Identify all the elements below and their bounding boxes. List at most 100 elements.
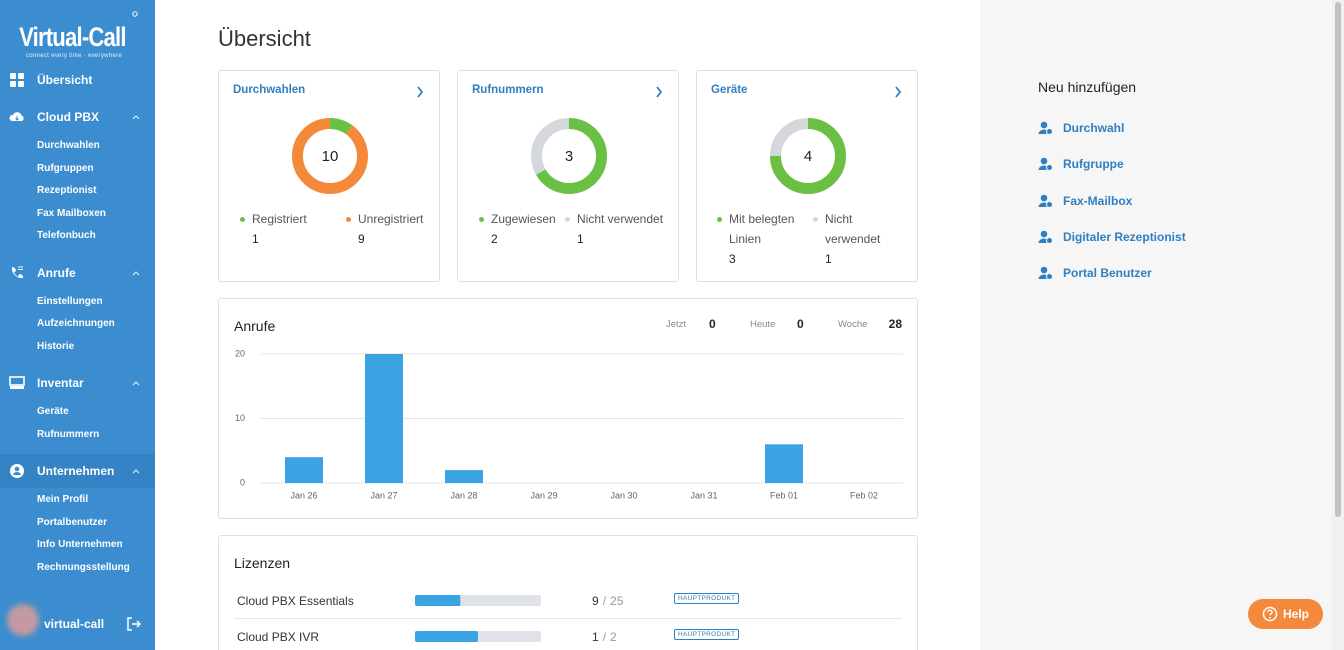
icon-part bbox=[15, 116, 19, 121]
usage-separator: / bbox=[602, 630, 607, 644]
icon-part bbox=[1040, 157, 1048, 165]
nav-section-label: Unternehmen bbox=[37, 464, 115, 478]
icon-part bbox=[18, 73, 24, 79]
icon-part bbox=[1040, 230, 1048, 238]
nav-item[interactable]: Rufnummern bbox=[37, 428, 100, 440]
card-title[interactable]: Geräte bbox=[711, 84, 748, 96]
legend-label: Zugewiesen bbox=[491, 212, 556, 226]
nav-item[interactable]: Durchwahlen bbox=[37, 140, 100, 151]
avatar bbox=[7, 604, 39, 636]
nav-item[interactable]: Rezeptionist bbox=[37, 185, 97, 196]
x-tick-label: Feb 01 bbox=[770, 490, 798, 500]
donut-segment bbox=[531, 118, 607, 194]
nav-section[interactable]: Unternehmen bbox=[0, 454, 155, 488]
stat-label: Woche bbox=[838, 319, 868, 330]
collapse-icon bbox=[132, 469, 140, 474]
bar bbox=[285, 457, 323, 483]
quick-add-icon bbox=[1038, 121, 1053, 135]
card-title[interactable]: Rufnummern bbox=[472, 84, 544, 96]
quick-add-item[interactable]: Durchwahl bbox=[1063, 121, 1125, 135]
quick-add-item[interactable]: Fax-Mailbox bbox=[1063, 193, 1133, 208]
icon-part bbox=[13, 472, 21, 475]
icon-part bbox=[132, 469, 140, 474]
legend-item: Zugewiesen 2 bbox=[479, 209, 571, 249]
bar bbox=[445, 470, 483, 483]
nav-item[interactable]: Info Unternehmen bbox=[37, 539, 123, 550]
nav-item[interactable]: Portalbenutzer bbox=[37, 516, 108, 528]
nav-icon bbox=[9, 112, 24, 121]
donut-segment bbox=[292, 118, 368, 194]
license-usage: 9/25 bbox=[592, 594, 623, 608]
quick-add-item[interactable]: Portal Benutzer bbox=[1063, 266, 1152, 281]
legend-label: Nicht verwendet bbox=[577, 212, 664, 226]
icon-part bbox=[11, 266, 23, 278]
nav-section[interactable]: Cloud PBX bbox=[0, 100, 155, 134]
legend-value: 1 bbox=[577, 232, 584, 246]
summary-card: Durchwahlen 10 Registriert 1 Unregistriert 9 bbox=[218, 70, 440, 282]
x-tick-label: Jan 28 bbox=[450, 490, 477, 500]
icon-part bbox=[1046, 164, 1053, 172]
nav-item[interactable]: Aufzeichnungen bbox=[37, 318, 115, 329]
nav-section[interactable]: Übersicht bbox=[0, 63, 155, 97]
nav-section[interactable]: Inventar bbox=[0, 366, 155, 400]
legend-item: Nicht verwendet 1 bbox=[565, 209, 672, 249]
quick-add-item[interactable]: Digitaler Rezeptionist bbox=[1063, 229, 1186, 244]
donut-chart: 3 bbox=[531, 118, 607, 194]
donut-segment bbox=[770, 118, 846, 194]
legend-dot bbox=[813, 217, 818, 222]
x-tick-label: Feb 02 bbox=[850, 490, 878, 500]
icon-part bbox=[14, 466, 20, 472]
y-tick-label: 10 bbox=[235, 413, 245, 423]
icon-part bbox=[417, 86, 424, 98]
icon-part bbox=[10, 386, 24, 389]
card-link-icon[interactable] bbox=[655, 86, 663, 98]
icon-part bbox=[9, 376, 25, 386]
nav-item[interactable]: Telefonbuch bbox=[37, 230, 96, 241]
quick-add-icon bbox=[1038, 157, 1053, 172]
icon-part bbox=[1046, 128, 1053, 135]
icon-part bbox=[10, 81, 16, 87]
nav-icon bbox=[11, 266, 23, 278]
legend-dot bbox=[717, 217, 722, 222]
icon-part bbox=[132, 270, 140, 275]
user-name: virtual-call bbox=[44, 617, 105, 631]
donut-chart: 4 bbox=[770, 118, 846, 194]
license-usage: 1/2 bbox=[592, 630, 617, 644]
logo: Virtual-Call bbox=[19, 22, 126, 52]
scrollbar bbox=[1332, 0, 1344, 650]
nav-item[interactable]: Geräte bbox=[37, 406, 69, 417]
icon-part bbox=[1040, 121, 1048, 129]
legend-label: Registriert bbox=[252, 212, 307, 226]
nav-item[interactable]: Fax Mailboxen bbox=[37, 207, 106, 219]
nav-item[interactable]: Mein Profil bbox=[37, 494, 89, 505]
logout-icon[interactable] bbox=[126, 616, 142, 632]
nav-highlight bbox=[0, 454, 155, 488]
stat-value: 28 bbox=[888, 317, 902, 331]
progress-bar bbox=[415, 595, 541, 606]
donut-total: 3 bbox=[565, 148, 573, 165]
stat-label: Jetzt bbox=[666, 319, 687, 330]
quick-add-icon bbox=[1038, 194, 1053, 208]
summary-card: Geräte 4 Mit belegten Linien 3 Nicht verwend… bbox=[696, 70, 918, 282]
nav-item[interactable]: Einstellungen bbox=[37, 295, 103, 307]
nav-item[interactable]: Rechnungsstellung bbox=[37, 561, 130, 573]
card-title[interactable]: Durchwahlen bbox=[233, 84, 306, 96]
nav-item[interactable]: Rufgruppen bbox=[37, 162, 94, 174]
quick-add-item[interactable]: Rufgruppe bbox=[1063, 157, 1124, 172]
nav-section-label: Inventar bbox=[37, 376, 84, 390]
nav-section[interactable]: Anrufe bbox=[0, 256, 155, 290]
progress-fill bbox=[415, 631, 478, 642]
license-badge: HAUPTPRODUKT bbox=[674, 629, 740, 640]
donut-total: 10 bbox=[322, 148, 339, 165]
help-button[interactable]: Help bbox=[1248, 599, 1323, 629]
scrollbar-thumb[interactable] bbox=[1335, 2, 1341, 517]
nav-icon bbox=[10, 464, 24, 478]
nav-item[interactable]: Historie bbox=[37, 340, 75, 352]
card-link-icon[interactable] bbox=[416, 86, 424, 98]
legend-label: Nicht verwendet bbox=[825, 212, 881, 246]
logo-mark bbox=[132, 11, 138, 17]
x-tick-label: Jan 29 bbox=[530, 490, 557, 500]
licenses-card: Lizenzen Cloud PBX Essentials 9/25 HAUPTPRO… bbox=[218, 535, 918, 650]
card-link-icon[interactable] bbox=[894, 86, 902, 98]
